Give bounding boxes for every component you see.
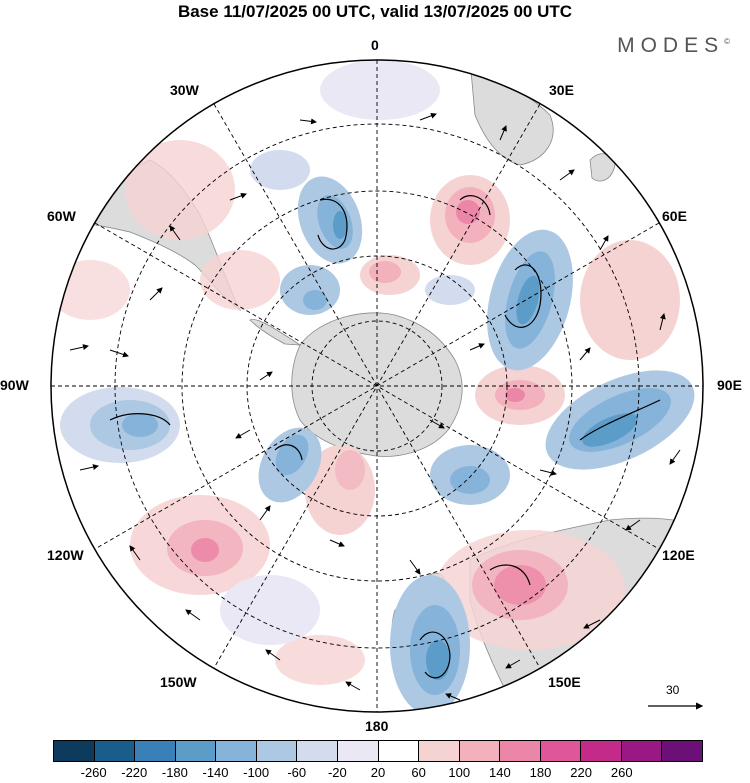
lon-label-60w: 60W	[47, 208, 76, 224]
circulation-streamlines	[109, 195, 661, 679]
modes-logo-text: MODES	[617, 34, 725, 57]
colorbar-swatch	[459, 741, 501, 761]
map-boundary	[50, 59, 704, 713]
colorbar-swatch	[94, 741, 136, 761]
lon-label-90e: 90E	[717, 377, 742, 393]
antarctic-peninsula	[249, 319, 302, 346]
polar-map	[50, 59, 704, 713]
colorbar-swatch	[419, 741, 460, 761]
colorbar-tick-label: 180	[529, 765, 552, 780]
field-layer	[51, 60, 703, 712]
madagascar	[589, 153, 616, 182]
colorbar-tick-label: 140	[489, 765, 511, 780]
colorbar-tick-label: -260	[80, 765, 107, 780]
colorbar-tick-label: -100	[243, 765, 270, 780]
lon-label-30w: 30W	[170, 82, 199, 98]
colorbar-swatch	[500, 741, 541, 761]
map-title: Base 11/07/2025 00 UTC, valid 13/07/2025…	[177, 2, 573, 21]
colorbar-swatch	[581, 741, 622, 761]
colorbar-tick-label: -20	[327, 765, 347, 780]
colorbar-swatch	[54, 741, 95, 761]
modes-logo: MODES©	[617, 34, 730, 58]
negative-anomalies	[60, 60, 695, 712]
colorbar-tick-label: 60	[411, 765, 426, 780]
lon-label-120e: 120E	[662, 547, 695, 563]
colorbar-swatch	[540, 741, 582, 761]
colorbar-tick-label: 220	[570, 765, 592, 780]
lon-label-60e: 60E	[662, 208, 687, 224]
colorbar-tick-label: 260	[610, 765, 633, 780]
lon-label-150e: 150E	[548, 674, 581, 690]
colorbar-swatch	[175, 741, 217, 761]
lon-label-90w: 90W	[0, 377, 29, 393]
colorbar-tick-label: -220	[121, 765, 148, 780]
colorbar-tick-label: 20	[370, 765, 386, 780]
colorbar-swatch	[621, 741, 663, 761]
lon-label-180: 180	[365, 718, 389, 734]
graticule	[51, 60, 703, 712]
colorbar-swatch	[297, 741, 338, 761]
wind-vectors	[69, 112, 681, 701]
colorbar	[53, 740, 703, 762]
colorbar-tick-label: -180	[161, 765, 188, 780]
colorbar-swatch	[135, 741, 176, 761]
colorbar-swatch	[378, 741, 420, 761]
vector-scale-label: 30	[666, 683, 680, 697]
colorbar-swatch	[216, 741, 257, 761]
lon-label-120w: 120W	[47, 547, 84, 563]
copyright-mark: ©	[724, 37, 730, 46]
colorbar-tick-label: -60	[287, 765, 307, 780]
lon-label-150w: 150W	[160, 674, 197, 690]
lon-label-30e: 30E	[549, 82, 574, 98]
lon-label-0: 0	[371, 37, 379, 53]
colorbar-tick-label: -140	[202, 765, 229, 780]
colorbar-swatch	[662, 741, 702, 761]
colorbar-swatch	[256, 741, 298, 761]
colorbar-tick-label: 100	[448, 765, 471, 780]
colorbar-swatch	[337, 741, 379, 761]
